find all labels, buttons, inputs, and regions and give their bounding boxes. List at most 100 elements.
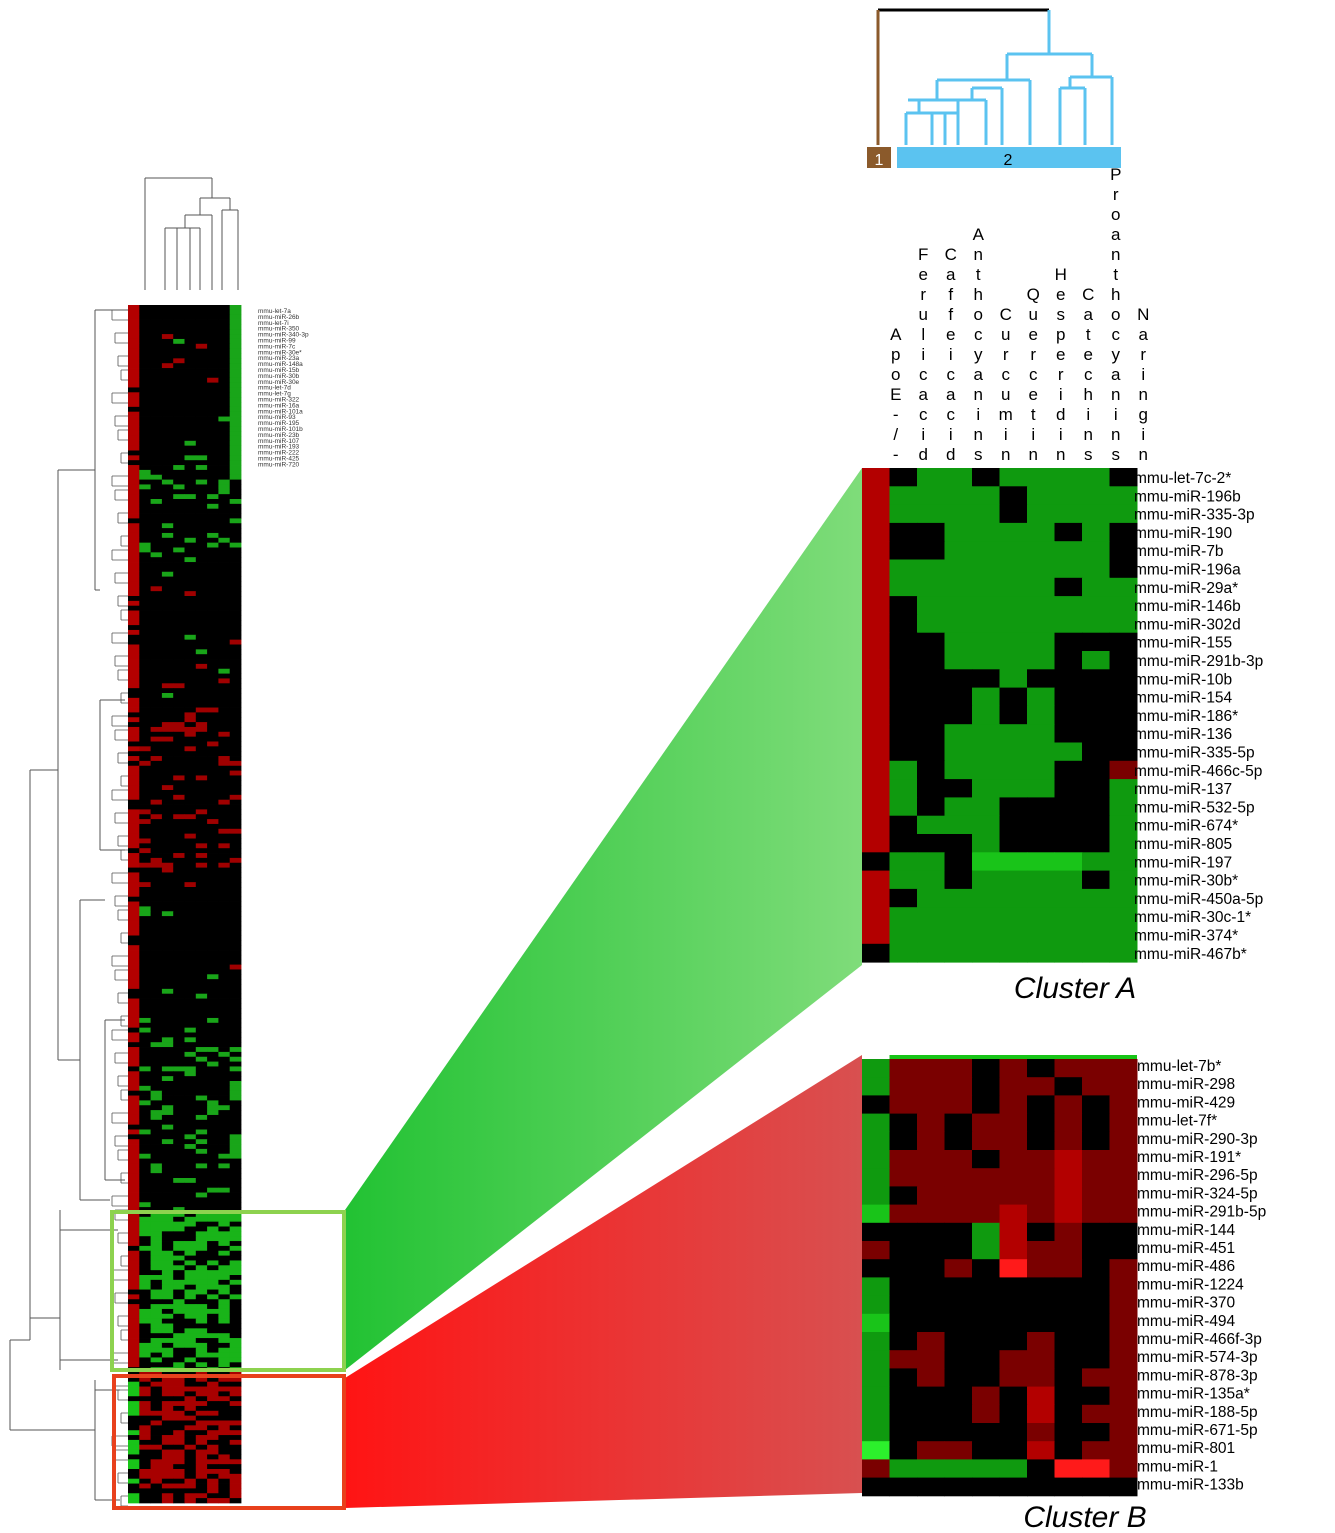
cluster-b-cell	[1054, 1295, 1083, 1315]
overview-cell	[184, 1410, 197, 1417]
overview-cell	[150, 1415, 163, 1421]
overview-cell	[150, 353, 163, 359]
cluster-a-cell	[1054, 705, 1083, 725]
overview-cell	[184, 848, 197, 854]
cluster-a-cell	[917, 632, 945, 652]
overview-cell	[150, 775, 163, 781]
cluster-b-cell	[1082, 1368, 1110, 1388]
column-header-letter: i	[1141, 425, 1145, 444]
dendrogram-branch	[111, 1029, 128, 1041]
cluster-b-cell	[972, 1350, 1000, 1369]
overview-cell	[207, 1022, 219, 1029]
overview-cell	[150, 984, 163, 990]
column-header-letter: C	[945, 245, 957, 264]
dendrogram-branch	[117, 1472, 128, 1484]
overview-cell	[195, 741, 208, 747]
overview-cell	[150, 683, 163, 689]
overview-row-label: mmu-miR-101b	[258, 426, 303, 433]
overview-cell	[150, 1013, 163, 1019]
overview-cell	[173, 348, 185, 354]
overview-cell	[207, 736, 219, 742]
overview-cell	[139, 358, 151, 364]
overview-cell	[207, 935, 219, 941]
overview-cell	[128, 469, 140, 476]
overview-cell	[229, 499, 242, 505]
overview-cell	[139, 993, 151, 999]
overview-cell	[150, 348, 163, 354]
overview-cell	[218, 925, 231, 932]
overview-cell	[150, 576, 163, 582]
cluster-a-cell	[944, 468, 973, 487]
overview-cell	[184, 1323, 197, 1329]
overview-cell	[139, 1051, 151, 1058]
overview-cell	[207, 1192, 219, 1198]
overview-cell	[161, 319, 174, 325]
cluster-a-row-label: mmu-miR-30b*	[1134, 873, 1238, 890]
overview-cell	[128, 974, 140, 980]
overview-cell	[218, 1061, 231, 1067]
overview-cell	[150, 1047, 163, 1053]
overview-cell	[195, 891, 208, 898]
overview-cell	[173, 1401, 185, 1407]
overview-cell	[128, 1338, 140, 1344]
overview-cell	[195, 1376, 208, 1383]
overview-cell	[150, 377, 163, 383]
overview-cell	[173, 1226, 185, 1232]
overview-cell	[128, 1187, 140, 1193]
overview-cell	[195, 1187, 208, 1193]
overview-cell	[184, 1255, 197, 1261]
overview-cell	[128, 1405, 140, 1412]
overview-cell	[173, 1207, 185, 1213]
overview-cell	[139, 1221, 151, 1227]
overview-cell	[229, 712, 242, 718]
overview-cell	[128, 1333, 140, 1339]
overview-cell	[139, 1255, 151, 1261]
overview-cell	[161, 455, 174, 461]
cluster-a-cell	[944, 888, 973, 908]
overview-cell	[161, 1245, 174, 1252]
overview-cell	[161, 1270, 174, 1276]
overview-cell	[150, 1270, 163, 1276]
overview-cell	[207, 1275, 219, 1281]
overview-cell	[173, 644, 185, 650]
overview-cell	[195, 416, 208, 422]
cluster-b-cell	[1109, 1204, 1138, 1224]
cluster-a-cell	[1109, 834, 1138, 853]
overview-cell	[139, 1173, 151, 1179]
overview-cell	[195, 702, 208, 708]
overview-cell	[139, 853, 151, 859]
overview-cell	[184, 722, 197, 728]
overview-cell	[161, 1401, 174, 1407]
cluster-b-cell	[1109, 1423, 1138, 1442]
overview-cell	[184, 1473, 197, 1480]
overview-cell	[150, 770, 163, 776]
overview-cell	[184, 969, 197, 975]
overview-cell	[150, 1100, 163, 1106]
overview-cell	[128, 644, 140, 650]
overview-cell	[173, 557, 185, 563]
overview-cell	[184, 1076, 197, 1082]
overview-cell	[184, 867, 197, 873]
overview-cell	[207, 1328, 219, 1334]
overview-cell	[173, 518, 185, 524]
overview-cell	[184, 697, 197, 704]
overview-cell	[184, 1032, 197, 1038]
overview-cell	[150, 499, 163, 505]
overview-cell	[150, 1178, 163, 1184]
overview-cell	[229, 906, 242, 912]
overview-cell	[184, 1051, 197, 1058]
overview-cell	[150, 1313, 163, 1320]
cluster-b-cell	[889, 1222, 918, 1242]
overview-cell	[161, 906, 174, 912]
dendrogram-branch	[120, 1412, 128, 1424]
cluster-b-cell	[1109, 1168, 1138, 1187]
cluster-a-cell	[1082, 834, 1110, 853]
overview-cell	[173, 911, 185, 917]
overview-cell	[195, 1114, 208, 1121]
overview-cell	[161, 1376, 174, 1383]
overview-cell	[150, 1022, 163, 1029]
cluster-a-highlight-box	[110, 1210, 346, 1372]
overview-cell	[139, 741, 151, 747]
overview-cell	[184, 416, 197, 422]
overview-cell	[128, 368, 140, 374]
